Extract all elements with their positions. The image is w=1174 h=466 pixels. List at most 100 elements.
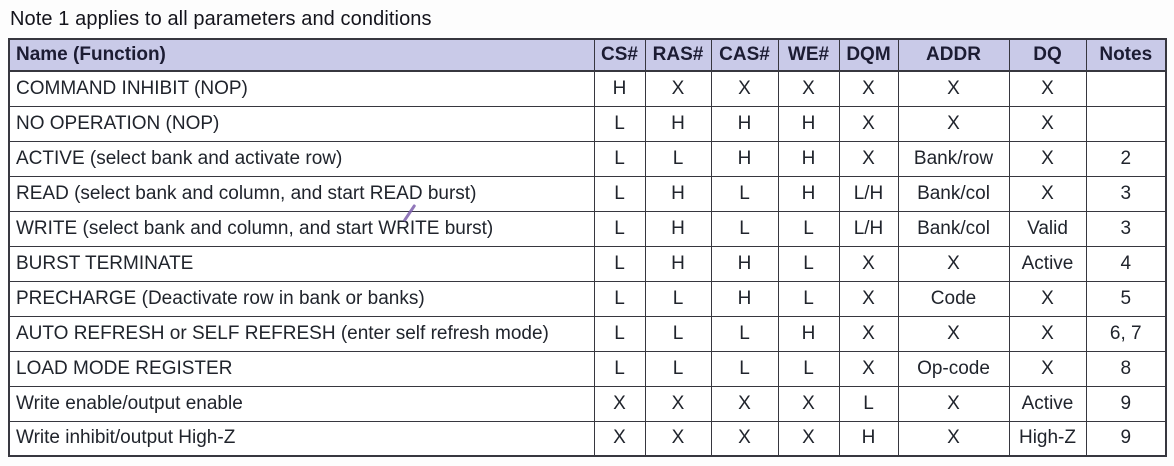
signal-value-cell: H [593,70,646,107]
table-header: Name (Function) CS# RAS# CAS# WE# DQM AD… [8,38,1167,72]
column-header-ras: RAS# [644,38,712,72]
signal-value-cell: X [897,315,1010,352]
signal-value-cell: H [710,105,779,142]
signal-value-cell: 6, 7 [1085,315,1167,352]
command-name-cell: PRECHARGE (Deactivate row in bank or ban… [8,280,595,317]
signal-value-cell: X [710,420,779,457]
table-row: COMMAND INHIBIT (NOP) H X X X X X X [8,70,1167,107]
signal-value-cell: Op-code [897,350,1010,387]
signal-value-cell: X [1008,350,1087,387]
signal-value-cell: Active [1008,385,1087,422]
signal-value-cell: L [777,210,840,247]
signal-value-cell: H [710,245,779,282]
signal-value-cell: L [710,315,779,352]
command-name-cell: Write inhibit/output High-Z [8,420,595,457]
signal-value-cell: Bank/row [897,140,1010,177]
signal-value-cell: L [777,350,840,387]
column-header-dqm: DQM [838,38,899,72]
signal-value-cell: 3 [1085,175,1167,212]
note-title: Note 1 applies to all parameters and con… [10,8,432,30]
column-header-dq: DQ [1008,38,1087,72]
command-name-cell: COMMAND INHIBIT (NOP) [8,70,595,107]
signal-value-cell: L [777,280,840,317]
column-header-notes: Notes [1085,38,1167,72]
signal-value-cell: L [838,385,899,422]
signal-value-cell: X [838,280,899,317]
signal-value-cell: H [777,315,840,352]
signal-value-cell: H [710,140,779,177]
signal-value-cell: L [593,105,646,142]
column-header-addr: ADDR [897,38,1010,72]
signal-value-cell: L/H [838,175,899,212]
command-name-cell: AUTO REFRESH or SELF REFRESH (enter self… [8,315,595,352]
signal-value-cell: L [593,245,646,282]
signal-value-cell: X [644,385,712,422]
signal-value-cell [1085,105,1167,142]
table-row: AUTO REFRESH or SELF REFRESH (enter self… [8,315,1167,352]
signal-value-cell: H [777,140,840,177]
signal-value-cell: L [644,350,712,387]
signal-value-cell: 2 [1085,140,1167,177]
table-row: Write inhibit/output High-Z X X X X H X High-Z 9 [8,420,1167,457]
signal-value-cell: L [710,210,779,247]
signal-value-cell: 9 [1085,420,1167,457]
signal-value-cell: L [593,175,646,212]
signal-value-cell: L [593,350,646,387]
signal-value-cell: X [710,385,779,422]
signal-value-cell: X [897,420,1010,457]
command-truth-table: Name (Function) CS# RAS# CAS# WE# DQM AD… [8,38,1167,457]
signal-value-cell: X [1008,280,1087,317]
signal-value-cell: X [1008,315,1087,352]
signal-value-cell [1085,70,1167,107]
table-row: NO OPERATION (NOP) L H H H X X X [8,105,1167,142]
signal-value-cell: L [710,350,779,387]
signal-value-cell: X [897,105,1010,142]
column-header-cas: CAS# [710,38,779,72]
command-name-cell: READ (select bank and column, and start … [8,175,595,212]
command-name-cell: BURST TERMINATE [8,245,595,282]
signal-value-cell: H [644,210,712,247]
signal-value-cell: X [777,70,840,107]
table-row: BURST TERMINATE L H H L X X Active 4 [8,245,1167,282]
signal-value-cell: X [1008,105,1087,142]
signal-value-cell: H [710,280,779,317]
signal-value-cell: X [897,70,1010,107]
command-name-cell: LOAD MODE REGISTER [8,350,595,387]
signal-value-cell: X [838,315,899,352]
signal-value-cell: 3 [1085,210,1167,247]
signal-value-cell: L [644,280,712,317]
signal-value-cell: Bank/col [897,175,1010,212]
table-row: ACTIVE (select bank and activate row) L L H… [8,140,1167,177]
signal-value-cell: High-Z [1008,420,1087,457]
signal-value-cell: 9 [1085,385,1167,422]
signal-value-cell: L [593,280,646,317]
signal-value-cell: X [1008,140,1087,177]
signal-value-cell: H [644,105,712,142]
command-table-body: COMMAND INHIBIT (NOP) H X X X X X X NO OPERATION… [8,70,1167,457]
signal-value-cell: X [1008,70,1087,107]
signal-value-cell: H [777,105,840,142]
table-row: PRECHARGE (Deactivate row in bank or ban… [8,280,1167,317]
signal-value-cell: Active [1008,245,1087,282]
signal-value-cell: X [593,385,646,422]
signal-value-cell: Bank/col [897,210,1010,247]
signal-value-cell: X [897,385,1010,422]
signal-value-cell: X [838,105,899,142]
signal-value-cell: X [710,70,779,107]
signal-value-cell: H [838,420,899,457]
signal-value-cell: X [644,420,712,457]
table-row: Write enable/output enable X X X X L X Active 9 [8,385,1167,422]
signal-value-cell: X [593,420,646,457]
column-header-we: WE# [777,38,840,72]
command-name-cell: ACTIVE (select bank and activate row) [8,140,595,177]
signal-value-cell: L [710,175,779,212]
table-row: WRITE (select bank and column, and start… [8,210,1167,247]
signal-value-cell: L [644,315,712,352]
signal-value-cell: L [644,140,712,177]
signal-value-cell: X [838,70,899,107]
signal-value-cell: X [1008,175,1087,212]
signal-value-cell: L [593,315,646,352]
signal-value-cell: X [777,385,840,422]
signal-value-cell: L [777,245,840,282]
